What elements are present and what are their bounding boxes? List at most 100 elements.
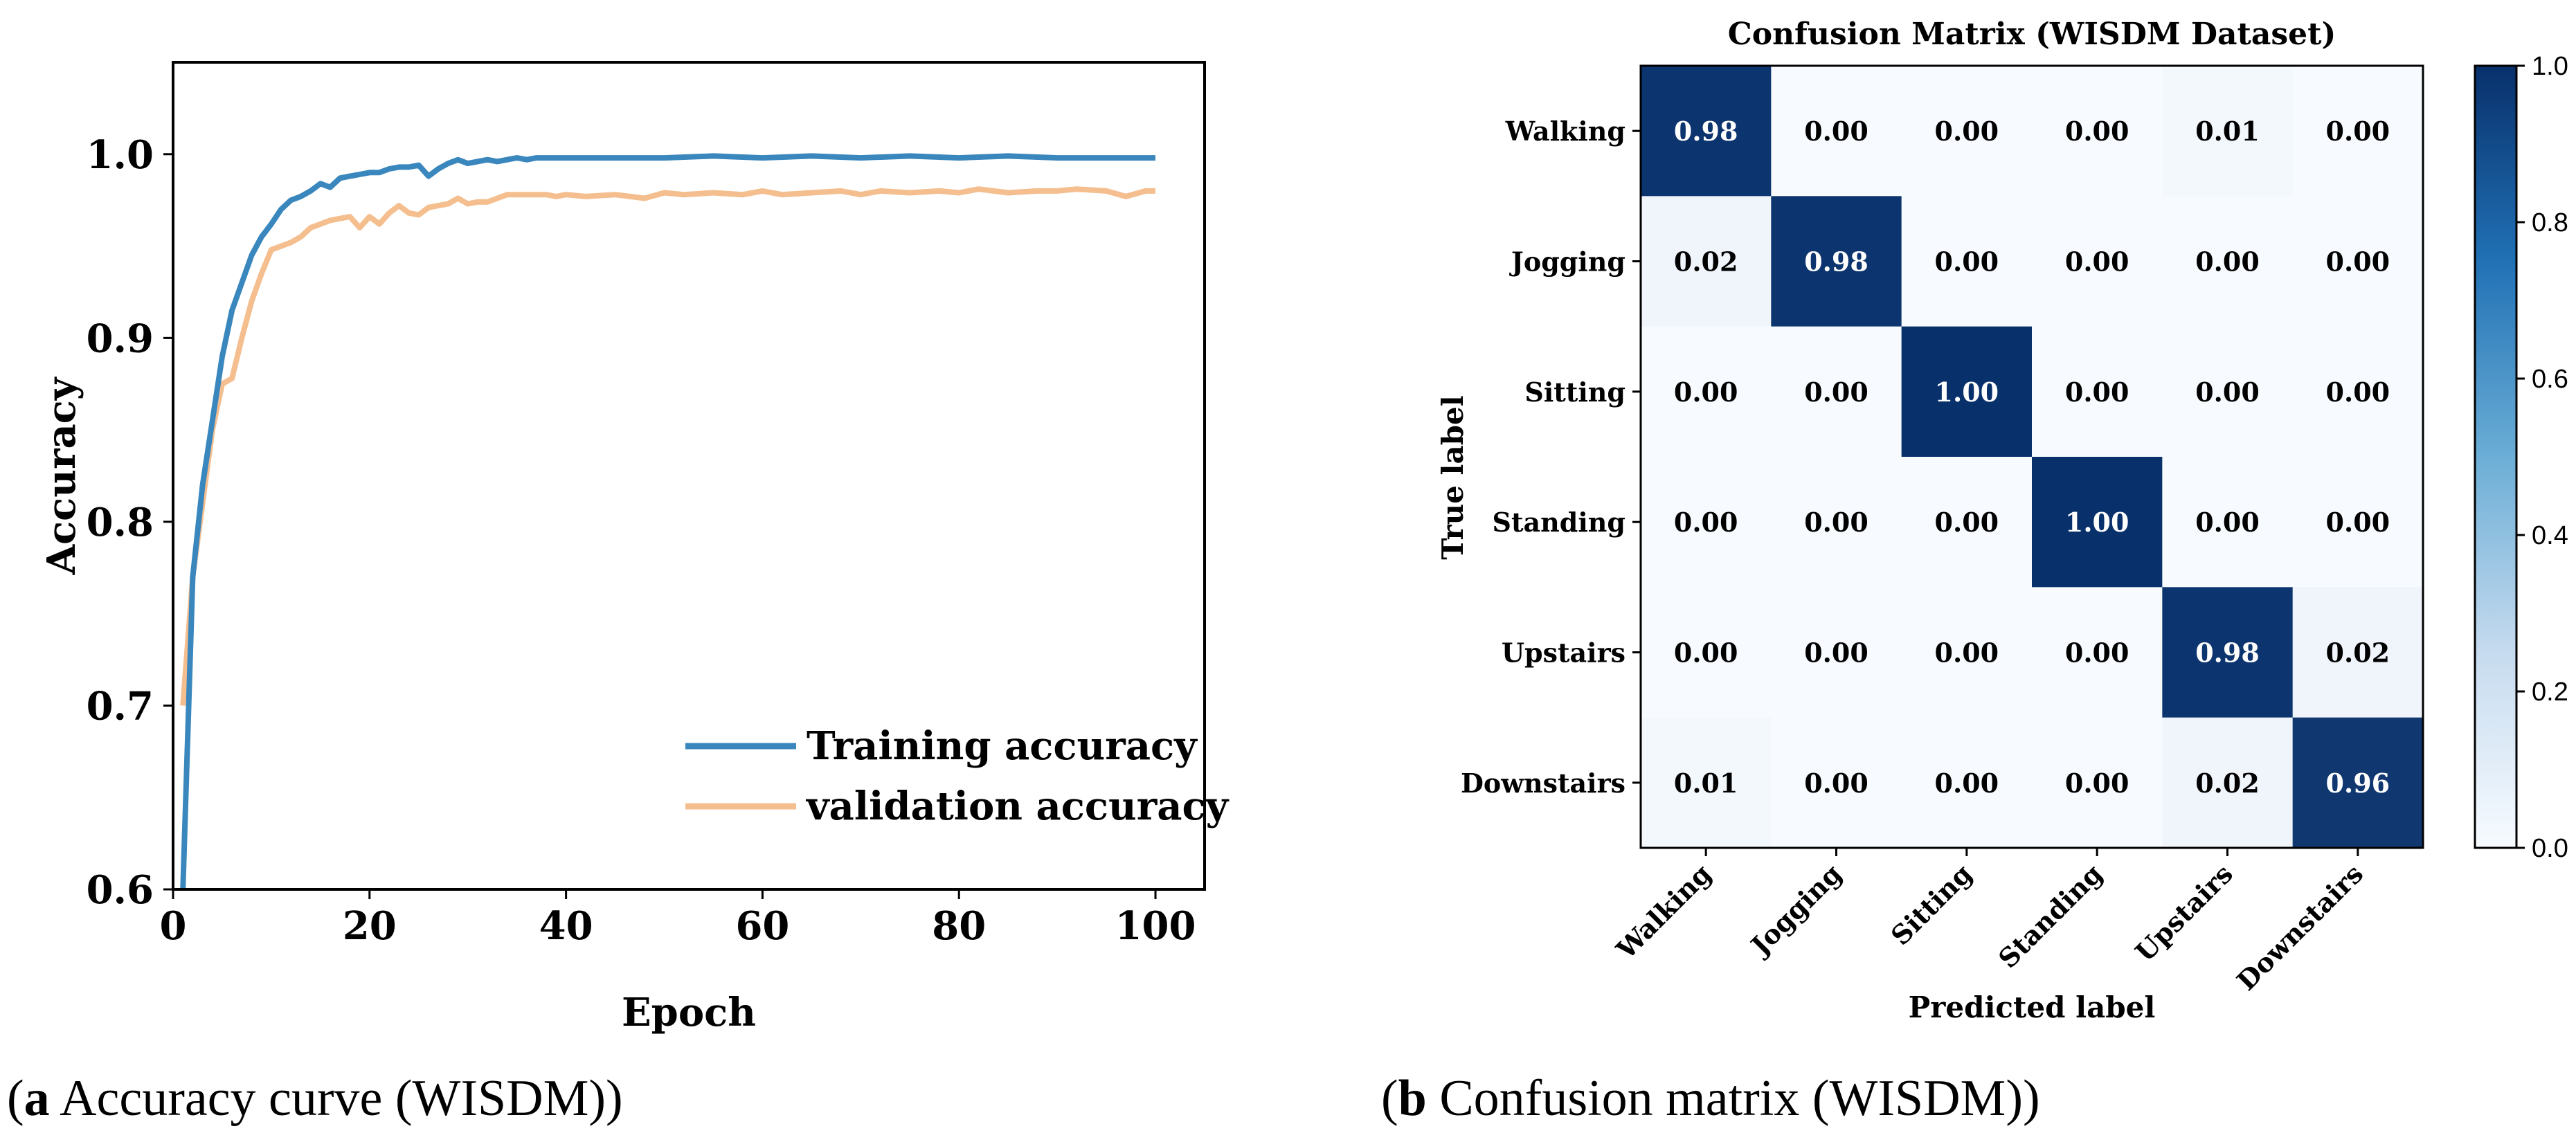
matrix-cell-value: 0.00 [2065, 246, 2129, 278]
matrix-cell [1771, 457, 1902, 588]
matrix-cell-value: 0.00 [1804, 637, 1868, 669]
matrix-cell [2162, 66, 2294, 197]
matrix-cell [2032, 326, 2163, 457]
row-label: Standing [1493, 507, 1625, 538]
x-tick-label: 100 [1115, 903, 1196, 949]
caption-a-letter: a [24, 1070, 50, 1127]
caption-b-letter: b [1398, 1070, 1427, 1127]
matrix-cell-value: 0.00 [1804, 507, 1868, 538]
matrix-cell-value: 0.00 [1935, 507, 1999, 538]
legend-label-validation: validation accuracy [805, 783, 1230, 829]
matrix-cell [2162, 196, 2294, 327]
x-tick-label: 80 [932, 903, 986, 949]
x-tick-label: 0 [160, 903, 187, 949]
matrix-cell-value: 0.00 [1804, 116, 1868, 147]
matrix-cell [1901, 196, 2033, 327]
colorbar-tick-label: 0.8 [2532, 208, 2568, 237]
matrix-cell-value: 0.00 [2065, 637, 2129, 669]
x-tick-label: 20 [343, 903, 397, 949]
matrix-cell-value: 0.00 [2065, 116, 2129, 147]
y-tick-label: 0.8 [87, 500, 154, 545]
matrix-cell [2292, 66, 2424, 197]
matrix-cell-value: 0.00 [1935, 768, 1999, 799]
col-label: Upstairs [2129, 858, 2238, 968]
matrix-cell-value: 0.00 [1674, 377, 1738, 408]
matrix-cell [2162, 587, 2294, 718]
matrix-cell [1641, 457, 1772, 588]
matrix-cell-value: 0.00 [2065, 377, 2129, 408]
matrix-cell [1901, 457, 2033, 588]
confusion-matrix-chart: Confusion Matrix (WISDM Dataset) 0.98 0.0… [1436, 17, 2568, 1024]
matrix-cell-value: 0.00 [2195, 246, 2260, 278]
matrix-cell-value: 0.00 [2326, 377, 2390, 408]
col-label: Jogging [1743, 858, 1848, 963]
matrix-cell-value: 0.98 [1804, 246, 1868, 278]
caption-b: (b Confusion matrix (WISDM)) [1381, 1070, 2040, 1127]
matrix-cell [1641, 196, 1772, 327]
caption-a: (a Accuracy curve (WISDM)) [7, 1070, 623, 1127]
accuracy-legend: Training accuracy validation accuracy [685, 723, 1230, 829]
colorbar-tick-label: 1.0 [2532, 52, 2568, 81]
matrix-cell [2032, 66, 2163, 197]
matrix-cell [1901, 326, 2033, 457]
matrix-cell-value: 0.00 [1804, 377, 1868, 408]
matrix-cell [1771, 326, 1902, 457]
matrix-cell [2032, 196, 2163, 327]
matrix-cell [1641, 326, 1772, 457]
row-label: Jogging [1509, 246, 1625, 278]
matrix-cell-value: 1.00 [2065, 507, 2129, 538]
matrix-cell [2032, 717, 2163, 849]
matrix-cell [2292, 587, 2424, 718]
matrix-cell-value: 0.98 [1674, 116, 1738, 147]
series-line-training [180, 153, 1155, 890]
matrix-cell-value: 0.01 [1674, 768, 1738, 799]
matrix-cell [1641, 66, 1772, 197]
matrix-cell-value: 1.00 [1935, 377, 1999, 408]
y-tick-label: 0.9 [87, 316, 154, 361]
matrix-cell [2032, 457, 2163, 588]
y-tick-label: 1.0 [87, 132, 154, 178]
predicted-label-axis-title: Predicted label [1909, 990, 2156, 1024]
colorbar-tick-label: 0.2 [2532, 678, 2568, 707]
matrix-cell-value: 0.02 [2326, 637, 2390, 669]
accuracy-x-axis-label: Epoch [622, 990, 756, 1035]
matrix-cell-value: 0.00 [2195, 377, 2260, 408]
matrix-cell [2162, 326, 2294, 457]
matrix-cell-value: 0.00 [2195, 507, 2260, 538]
y-tick-label: 0.6 [87, 867, 154, 913]
colorbar [2474, 64, 2518, 849]
col-label: Downstairs [2231, 858, 2369, 997]
colorbar-tick-label: 0.0 [2532, 834, 2568, 863]
matrix-cell-value: 0.00 [1935, 637, 1999, 669]
colorbar-tick-label: 0.6 [2532, 365, 2568, 394]
matrix-cell-value: 0.00 [1804, 768, 1868, 799]
matrix-cell [1901, 66, 2033, 197]
colorbar-tick-label: 0.4 [2532, 521, 2568, 550]
matrix-cell-value: 0.02 [1674, 246, 1738, 278]
matrix-cell-value: 0.00 [2065, 768, 2129, 799]
matrix-cell-value: 0.96 [2326, 768, 2390, 799]
matrix-cell [1771, 717, 1902, 849]
row-label: Walking [1505, 116, 1625, 147]
matrix-cell [1641, 717, 1772, 849]
col-label: Walking [1610, 858, 1717, 966]
row-label: Upstairs [1502, 637, 1625, 669]
caption-b-text: Confusion matrix (WISDM) [1426, 1070, 2024, 1127]
matrix-cell [1771, 66, 1902, 197]
matrix-cell-value: 0.00 [1935, 246, 1999, 278]
matrix-cell [1901, 717, 2033, 849]
matrix-cell [2292, 326, 2424, 457]
matrix-cell-value: 0.98 [2195, 637, 2260, 669]
x-tick-label: 40 [539, 903, 593, 949]
matrix-cell [2162, 457, 2294, 588]
confusion-matrix-title: Confusion Matrix (WISDM Dataset) [1728, 17, 2336, 52]
matrix-cell-value: 0.00 [2326, 116, 2390, 147]
matrix-cell-value: 0.02 [2195, 768, 2260, 799]
matrix-frame [1639, 64, 2424, 849]
matrix-cell-value: 0.00 [1935, 116, 1999, 147]
x-tick-label: 60 [735, 903, 789, 949]
caption-a-text: Accuracy curve (WISDM) [49, 1070, 606, 1127]
matrix-cell [2292, 457, 2424, 588]
matrix-cell [1771, 196, 1902, 327]
accuracy-curve-chart: 0 20 40 60 80 100 0.6 0.7 0.8 0.9 1.0 Epoch Accur… [39, 61, 1230, 1035]
